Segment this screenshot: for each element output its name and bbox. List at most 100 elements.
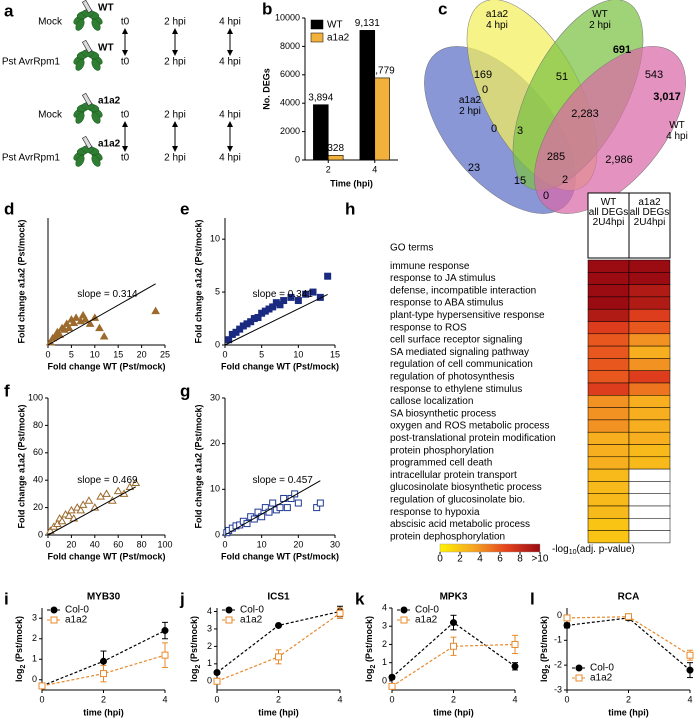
point [316, 499, 324, 507]
x-tick-label: 2 [276, 694, 281, 704]
legend-marker [225, 616, 233, 624]
heatmap-cell [587, 493, 630, 507]
point [336, 609, 344, 617]
column-header-line: 2U4hpi [634, 217, 666, 228]
x-tick-label: 0 [222, 349, 227, 359]
point [686, 651, 694, 659]
x-tick-label: 10 [257, 539, 267, 549]
column-header-line: a1a2 [638, 197, 661, 208]
point [275, 653, 282, 661]
point [313, 504, 321, 512]
venn-count: 285 [547, 151, 565, 163]
heatmap-cell [628, 345, 671, 359]
panel-label: d [4, 199, 14, 218]
heatmap-cell [628, 333, 671, 347]
value-label: 3,894 [308, 92, 333, 103]
heatmap-cell [628, 308, 671, 322]
x-axis-label: Fold change WT (Pst/mock) [47, 361, 165, 371]
timepoint-label: 2 hpi [164, 57, 186, 68]
legend-marker [50, 606, 58, 614]
x-tick-label: 4 [512, 694, 517, 704]
slope-annotation: slope = 0.457 [253, 475, 314, 486]
y-tick-label: 10 [210, 234, 220, 244]
x-tick-label: 4 [687, 694, 692, 704]
y-axis-label: Fold change a1a2 (Pst/mock) [193, 219, 203, 343]
colorbar-tick-label: >10 [532, 554, 549, 565]
treatment-label: Mock [38, 110, 63, 121]
panel-label: c [438, 0, 447, 18]
y-tick-label: 0 [382, 675, 387, 685]
venn-set-label-line: 2 hpi [459, 106, 481, 117]
panel-label: a [4, 1, 14, 20]
row-label: protein dephosphorylation [390, 531, 505, 542]
y-tick-label: 0 [32, 674, 37, 684]
legend-label: WT [327, 20, 343, 31]
colorbar [439, 543, 541, 553]
treatment-label: Pst AvrRpm1 [2, 153, 61, 164]
row-label: abscisic acid metabolic process [390, 519, 530, 530]
x-tick-label: 0 [564, 694, 569, 704]
heatmap-cell [628, 272, 671, 285]
point [102, 489, 111, 497]
point [113, 486, 123, 495]
y-axis-label-part: (Pst/mock) [364, 616, 374, 665]
x-tick-label: 15 [113, 349, 123, 359]
y-tick-label: 20 [210, 438, 220, 448]
y-tick-label: 10 [210, 484, 220, 494]
colorbar-label-part: (adj. p-value) [576, 544, 634, 555]
bar [359, 30, 376, 161]
legend-label: Col-0 [590, 663, 614, 674]
y-axis-label-part: (Pst/mock) [189, 616, 199, 665]
point [78, 500, 88, 508]
x-tick-label: 30 [330, 539, 340, 549]
row-header: GO terms [390, 243, 433, 254]
point [57, 516, 67, 525]
y-axis-label-part: 2 [195, 664, 202, 668]
y-tick-label: 3 [382, 621, 387, 631]
x-tick-label: 4 [162, 694, 167, 704]
y-tick-label: 0 [295, 154, 300, 164]
point [64, 511, 74, 519]
point [99, 332, 109, 340]
x-tick-label: 0 [214, 694, 219, 704]
y-tick-label: 1 [32, 654, 37, 664]
y-tick-label: 3 [207, 623, 212, 633]
point [294, 297, 302, 305]
fit-line [47, 283, 156, 346]
row-label: callose localization [390, 396, 473, 407]
plant-leaf [75, 19, 85, 31]
x-tick-label: 20 [293, 539, 303, 549]
y-tick-label: 0 [215, 339, 220, 349]
column-header-line: WT [601, 197, 617, 208]
heatmap-cell [628, 284, 671, 298]
venn-set-label-line: 4 hpi [486, 20, 508, 31]
venn-set-label-line: 2 hpi [589, 20, 611, 31]
y-tick-label: -3 [554, 684, 562, 694]
legend-label: a1a2 [327, 33, 350, 44]
point [563, 621, 571, 629]
heatmap-cell [628, 530, 671, 544]
x-tick-label: 10 [90, 349, 100, 359]
legend-swatch [310, 32, 324, 43]
column-header-line: 2U4hpi [593, 217, 625, 228]
row-label: post-translational protein modification [390, 433, 556, 444]
point [625, 613, 632, 621]
timepoint-label: t0 [121, 17, 130, 28]
bar [374, 77, 390, 161]
heatmap-cell [628, 431, 671, 445]
row-label: SA mediated signaling pathway [390, 347, 529, 358]
point [511, 640, 519, 648]
y-tick-label: 1 [207, 658, 212, 668]
heatmap-cell [587, 382, 630, 396]
y-tick-label: 1 [382, 657, 387, 667]
y-tick-label: 2 [32, 633, 37, 643]
panel-label: h [345, 199, 355, 218]
venn-count: 0 [482, 84, 488, 96]
venn-set-label: WT 4 hpi [666, 120, 688, 142]
point [450, 642, 457, 650]
row-label: response to ROS [390, 322, 467, 333]
heatmap-cell [628, 321, 671, 335]
y-axis-label: No. DEGs [261, 68, 271, 110]
value-label: 5,779 [370, 66, 395, 77]
heatmap-cell [587, 259, 630, 273]
